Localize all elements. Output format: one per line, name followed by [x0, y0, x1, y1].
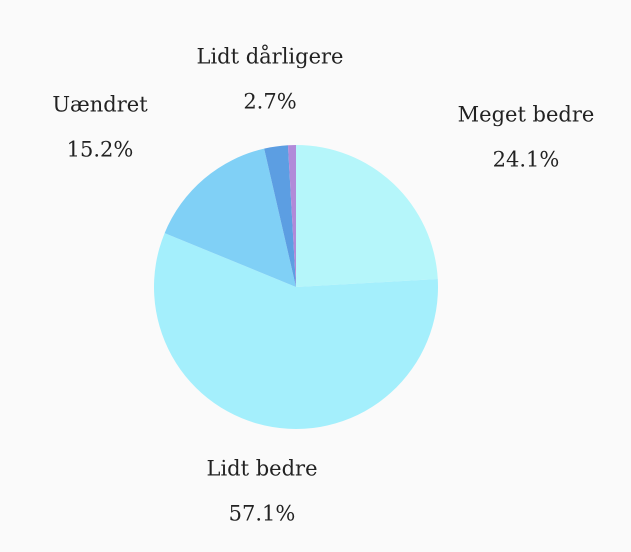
slice-label: Uændret [52, 93, 148, 117]
slice-label: Lidt bedre [207, 457, 318, 481]
pie-slice [287, 145, 296, 287]
slice-value: 57.1% [229, 502, 296, 526]
slice-value: 15.2% [67, 138, 134, 162]
slice-label: Meget bedre [458, 103, 595, 127]
slice-value: 2.7% [243, 90, 296, 114]
slice-value: 24.1% [493, 148, 560, 172]
pie-slice [153, 233, 439, 430]
pie-slice [164, 148, 296, 287]
slice-label: Lidt dårligere [197, 45, 344, 69]
pie-slice [264, 145, 296, 287]
pie-slice [296, 145, 438, 287]
